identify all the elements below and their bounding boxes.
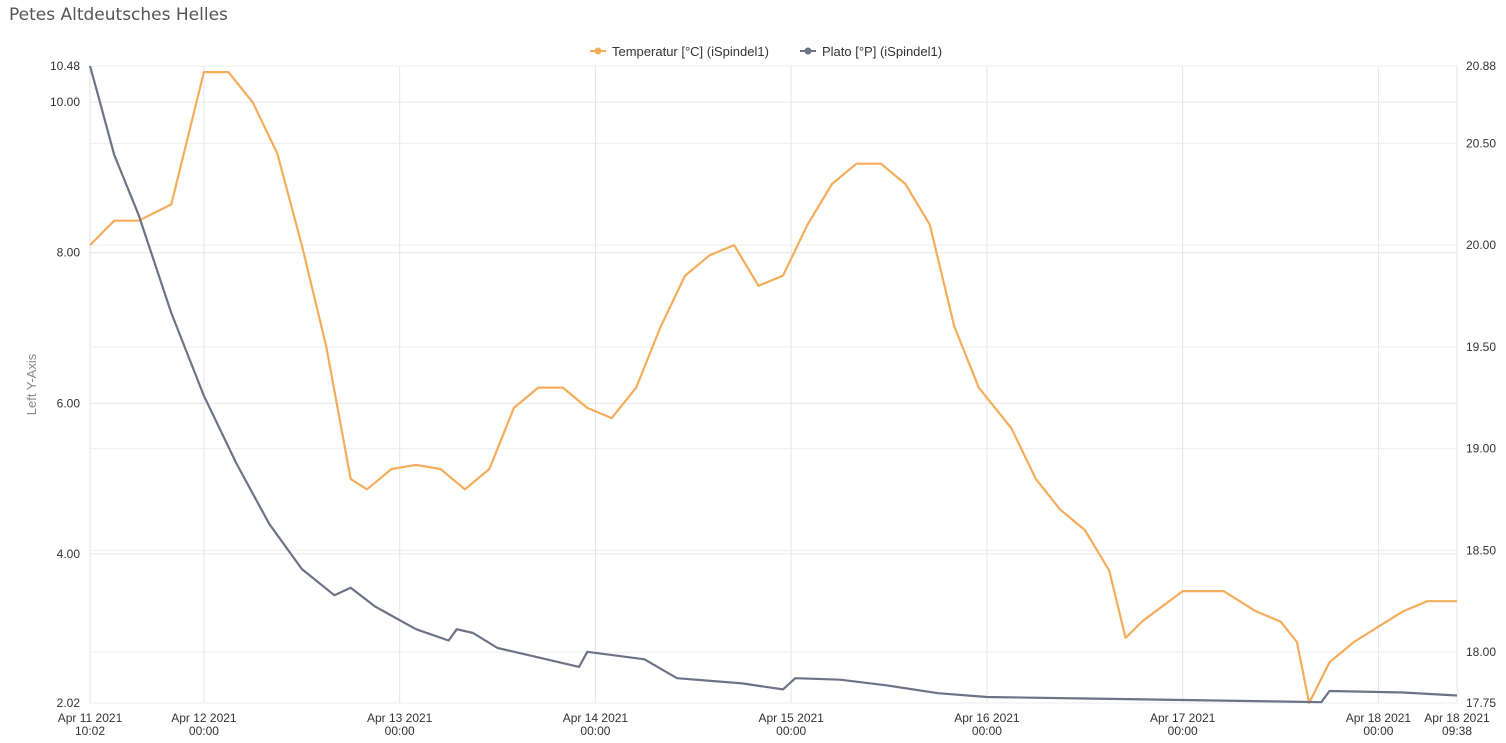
x-tick-time: 00:00 bbox=[776, 724, 806, 738]
series-line-0 bbox=[89, 70, 1457, 705]
y-left-axis-title: Left Y-Axis bbox=[24, 353, 39, 415]
x-tick-time: 09:38 bbox=[1442, 724, 1472, 738]
x-tick-date: Apr 12 2021 bbox=[171, 711, 237, 725]
y-right-tick-label: 20.00 bbox=[1466, 238, 1496, 252]
y-right-tick-label: 18.50 bbox=[1466, 543, 1496, 557]
plot-area bbox=[89, 65, 1458, 704]
x-tick-date: Apr 16 2021 bbox=[954, 711, 1020, 725]
y-left-tick-label: 6.00 bbox=[57, 396, 81, 410]
y-right-tick-label: 19.00 bbox=[1466, 442, 1496, 456]
x-tick-date: Apr 18 2021 bbox=[1424, 711, 1490, 725]
x-tick-date: Apr 17 2021 bbox=[1150, 711, 1216, 725]
x-tick-time: 00:00 bbox=[189, 724, 219, 738]
legend-label: Temperatur [°C] (iSpindel1) bbox=[612, 44, 769, 59]
y-right-tick-label: 20.88 bbox=[1466, 59, 1496, 73]
page-title: Petes Altdeutsches Helles bbox=[9, 5, 228, 25]
y-left-tick-label: 8.00 bbox=[57, 246, 81, 260]
y-right-tick-label: 18.00 bbox=[1466, 645, 1496, 659]
x-tick-date: Apr 11 2021 bbox=[58, 711, 123, 725]
y-left-tick-label: 4.00 bbox=[57, 547, 81, 561]
x-tick-date: Apr 15 2021 bbox=[758, 711, 824, 725]
y-left-tick-label: 10.00 bbox=[50, 95, 80, 109]
y-left-tick-label: 2.02 bbox=[57, 696, 81, 710]
legend-label: Plato [°P] (iSpindel1) bbox=[822, 44, 942, 59]
x-tick-date: Apr 13 2021 bbox=[367, 711, 433, 725]
legend-marker bbox=[594, 47, 602, 55]
y-left-tick-label: 10.48 bbox=[50, 59, 80, 73]
x-tick-time: 00:00 bbox=[1363, 724, 1393, 738]
x-tick-date: Apr 18 2021 bbox=[1346, 711, 1412, 725]
x-tick-time: 10:02 bbox=[75, 724, 105, 738]
y-right-tick-label: 20.50 bbox=[1466, 136, 1496, 150]
y-right-tick-label: 19.50 bbox=[1466, 340, 1496, 354]
legend-marker bbox=[804, 47, 812, 55]
x-tick-time: 00:00 bbox=[1168, 724, 1198, 738]
x-tick-time: 00:00 bbox=[385, 724, 415, 738]
x-tick-time: 00:00 bbox=[972, 724, 1002, 738]
y-right-tick-label: 17.75 bbox=[1466, 696, 1496, 710]
x-tick-date: Apr 14 2021 bbox=[563, 711, 629, 725]
series-line-1 bbox=[88, 65, 1458, 704]
x-tick-time: 00:00 bbox=[580, 724, 610, 738]
